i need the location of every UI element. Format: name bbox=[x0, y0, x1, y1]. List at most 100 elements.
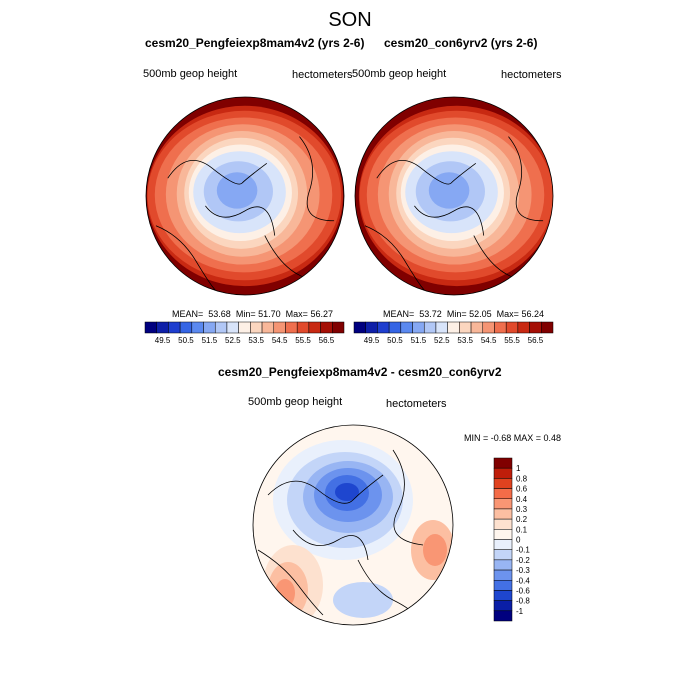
colorbar-tick-label: 0.6 bbox=[516, 485, 528, 494]
diff-units-label: hectometers bbox=[386, 398, 447, 410]
colorbar-tick-label: 56.5 bbox=[319, 336, 335, 345]
colorbar-tick-label: -0.3 bbox=[516, 566, 530, 575]
coastline bbox=[267, 474, 384, 504]
map-boundary bbox=[145, 96, 345, 296]
colorbar-swatch bbox=[493, 467, 513, 479]
colorbar-swatch bbox=[156, 321, 169, 334]
colorbar-tick-label: -0.1 bbox=[516, 546, 530, 555]
colorbar-tick-label: -0.4 bbox=[516, 576, 530, 585]
panel1-max-label: Max= bbox=[285, 309, 308, 319]
colorbar-swatch bbox=[296, 321, 310, 334]
colorbar-swatch bbox=[332, 321, 345, 334]
colorbar-tick-label: 54.5 bbox=[272, 336, 288, 345]
colorbar-swatch bbox=[214, 321, 228, 334]
colorbar-swatch bbox=[168, 321, 181, 334]
diff-map bbox=[252, 424, 454, 626]
panel2-title: cesm20_con6yrv2 (yrs 2-6) bbox=[384, 36, 538, 50]
colorbar-tick-label: 56.5 bbox=[528, 336, 544, 345]
colorbar-swatch bbox=[412, 321, 425, 334]
contour-level bbox=[216, 172, 258, 209]
colorbar-swatch bbox=[226, 321, 239, 334]
colorbar-tick-label: 52.5 bbox=[225, 336, 241, 345]
panel1-min-value: 51.70 bbox=[258, 309, 281, 319]
panel1-units-label: hectometers bbox=[292, 69, 353, 81]
diff-variable-label: 500mb geop height bbox=[248, 396, 343, 408]
colorbar-tick-label: 54.5 bbox=[481, 336, 497, 345]
colorbar-swatch bbox=[505, 321, 519, 334]
colorbar-tick-label: 53.5 bbox=[457, 336, 473, 345]
panel1-variable-label: 500mb geop height bbox=[143, 68, 238, 80]
colorbar-tick-label: 53.5 bbox=[248, 336, 264, 345]
colorbar-tick-label: 0 bbox=[516, 536, 521, 545]
colorbar-swatch bbox=[285, 321, 298, 334]
colorbar-swatch bbox=[308, 321, 321, 334]
colorbar-tick-label: 0.8 bbox=[516, 474, 528, 483]
colorbar-swatch bbox=[529, 321, 542, 334]
colorbar-swatch bbox=[541, 321, 554, 334]
colorbar-swatch bbox=[388, 321, 402, 334]
colorbar-tick-label: 0.2 bbox=[516, 515, 528, 524]
colorbar-tick-label: 55.5 bbox=[295, 336, 311, 345]
colorbar-swatch bbox=[435, 321, 448, 334]
contour-level bbox=[335, 483, 359, 501]
map-boundary bbox=[354, 96, 554, 296]
colorbar-swatch bbox=[365, 321, 378, 334]
diff-colorbar: 10.8 0.60.40.30.20.1 0-0.1-0.2-0.3-0.4-0.6… bbox=[493, 457, 530, 622]
colorbar-swatch bbox=[493, 508, 513, 520]
panel2-max-label: Max= bbox=[496, 309, 519, 319]
colorbar-swatch bbox=[493, 600, 513, 612]
panel1-min-label: Min= bbox=[235, 309, 256, 319]
panel2-stats: MEAN= 53.72 Min= 52.05 Max= 56.24 bbox=[383, 309, 544, 319]
contour-fill bbox=[146, 97, 344, 295]
colorbar-tick-label: 0.1 bbox=[516, 525, 528, 534]
coastline bbox=[257, 549, 324, 616]
colorbar-tick-label: 0.3 bbox=[516, 505, 528, 514]
colorbar-tick-label: -0.2 bbox=[516, 556, 530, 565]
contour-level bbox=[423, 534, 447, 566]
colorbar-tick-label: -0.6 bbox=[516, 586, 530, 595]
colorbar-swatch bbox=[493, 590, 513, 601]
colorbar-swatch bbox=[493, 498, 513, 510]
colorbar-tick-label: 50.5 bbox=[387, 336, 403, 345]
colorbar-swatch bbox=[493, 580, 513, 591]
contour-level bbox=[428, 172, 470, 209]
panel2-min-label: Min= bbox=[446, 309, 467, 319]
colorbar-swatch bbox=[377, 321, 390, 334]
panel2-mean-label: MEAN= bbox=[383, 309, 415, 319]
colorbar-swatch bbox=[494, 321, 507, 334]
colorbar-tick-label: 51.5 bbox=[202, 336, 218, 345]
colorbar-swatch bbox=[273, 321, 286, 334]
colorbar-swatch bbox=[238, 321, 251, 334]
colorbar-swatch bbox=[493, 478, 513, 489]
colorbar-tick-label: 1 bbox=[516, 464, 521, 473]
colorbar-swatch bbox=[459, 321, 472, 334]
colorbar-swatch bbox=[482, 321, 495, 334]
colorbar-tick-label: -1 bbox=[516, 607, 524, 616]
panel1-stats: MEAN= 53.68 Min= 51.70 Max= 56.27 bbox=[172, 309, 333, 319]
colorbar-swatch bbox=[493, 518, 513, 530]
colorbar-swatch bbox=[493, 529, 513, 540]
coastline bbox=[414, 205, 485, 236]
panel1-mean-value: 53.68 bbox=[208, 309, 231, 319]
diff-title: cesm20_Pengfeiexp8mam4v2 - cesm20_con6yr… bbox=[218, 365, 502, 379]
colorbar-tick-label: 55.5 bbox=[504, 336, 520, 345]
colorbar-swatch bbox=[493, 539, 513, 550]
panel1-mean-label: MEAN= bbox=[172, 309, 204, 319]
coastline bbox=[508, 136, 544, 222]
panel1-colorbar: 49.5 50.5 51.5 52.5 53.5 54.5 55.5 56.5 bbox=[144, 321, 345, 345]
colorbar-swatch bbox=[353, 321, 366, 334]
colorbar-swatch bbox=[250, 321, 263, 334]
colorbar-tick-label: 49.5 bbox=[364, 336, 380, 345]
colorbar-swatch bbox=[423, 321, 437, 334]
colorbar-swatch bbox=[517, 321, 530, 334]
contour-level bbox=[275, 579, 295, 607]
colorbar-swatch bbox=[493, 610, 513, 622]
colorbar-swatch bbox=[203, 321, 216, 334]
map-boundary bbox=[252, 424, 454, 626]
colorbar-swatch bbox=[493, 457, 513, 469]
panel2-units-label: hectometers bbox=[501, 69, 562, 81]
colorbar-swatch bbox=[400, 321, 413, 334]
colorbar-swatch bbox=[179, 321, 193, 334]
contour-level bbox=[333, 582, 393, 618]
